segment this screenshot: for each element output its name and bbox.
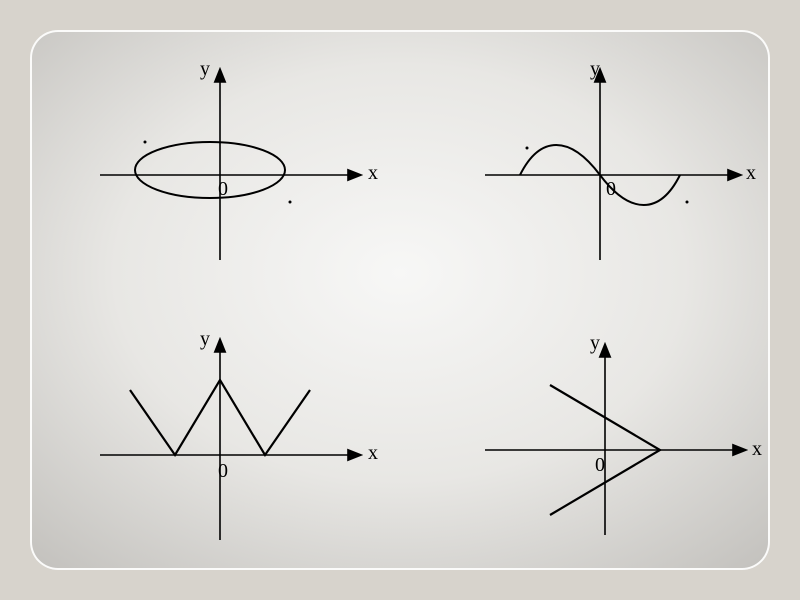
dot — [526, 147, 529, 150]
plot-bl — [80, 320, 380, 550]
dot — [289, 201, 292, 204]
dot — [686, 201, 689, 204]
plot-tl — [80, 60, 380, 280]
plot-tr — [450, 60, 750, 280]
ellipse-curve — [135, 142, 285, 198]
plot-br — [460, 320, 760, 550]
slide-panel: y x 0 y x 0 y x 0 y x 0 — [30, 30, 770, 570]
dot — [144, 141, 147, 144]
